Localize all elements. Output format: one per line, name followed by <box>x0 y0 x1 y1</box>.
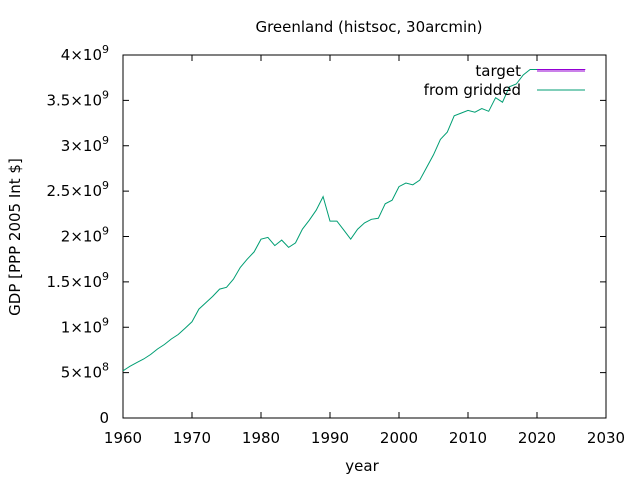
x-tick-label: 1970 <box>173 429 211 447</box>
x-tick: 1960 <box>104 55 142 447</box>
y-tick: 1.5×109 <box>46 270 606 291</box>
x-tick: 2010 <box>449 55 487 447</box>
y-tick-exponent: 9 <box>102 179 109 192</box>
x-tick: 1970 <box>173 55 211 447</box>
y-tick-exponent: 9 <box>102 134 109 147</box>
x-tick: 1980 <box>242 55 280 447</box>
y-tick-mantissa: 1×10 <box>61 318 102 336</box>
x-tick-label: 2000 <box>380 429 418 447</box>
y-tick-exponent: 9 <box>102 225 109 238</box>
x-tick-label: 2010 <box>449 429 487 447</box>
y-tick: 3×109 <box>61 134 606 155</box>
y-tick-label: 1×109 <box>61 315 109 336</box>
y-tick: 4×109 <box>61 43 606 64</box>
y-tick-label: 0 <box>99 409 109 427</box>
y-tick: 0 <box>99 409 606 427</box>
x-tick: 1990 <box>311 55 349 447</box>
legend-label: from gridded <box>424 81 521 99</box>
axis-ticks: 1960 1970 1980 1990 2000 2010 2020 2030 0 5×108 1×… <box>46 43 625 447</box>
y-tick-label: 2.5×109 <box>46 179 109 200</box>
x-tick-label: 1960 <box>104 429 142 447</box>
x-tick-label: 1990 <box>311 429 349 447</box>
plot-frame <box>122 54 607 419</box>
y-tick-mantissa: 3.5×10 <box>46 91 102 109</box>
y-tick-mantissa: 2.5×10 <box>46 182 102 200</box>
y-tick-exponent: 8 <box>102 361 109 374</box>
y-tick-label: 1.5×109 <box>46 270 109 291</box>
y-tick-label: 4×109 <box>61 43 109 64</box>
y-tick-mantissa: 3×10 <box>61 137 102 155</box>
y-tick: 2.5×109 <box>46 179 606 200</box>
series-line-from-gridded <box>122 69 537 372</box>
y-tick-mantissa: 2×10 <box>61 228 102 246</box>
y-tick-mantissa: 0 <box>99 409 109 427</box>
y-tick: 2×109 <box>61 225 606 246</box>
x-tick-label: 1980 <box>242 429 280 447</box>
y-tick-label: 5×108 <box>61 361 109 382</box>
y-tick-exponent: 9 <box>102 270 109 283</box>
series-layer <box>122 69 586 372</box>
y-tick: 3.5×109 <box>46 88 606 109</box>
y-tick-mantissa: 4×10 <box>61 46 102 64</box>
y-tick-exponent: 9 <box>102 315 109 328</box>
y-tick-label: 2×109 <box>61 225 109 246</box>
y-tick: 1×109 <box>61 315 606 336</box>
y-tick-mantissa: 1.5×10 <box>46 273 102 291</box>
y-tick-exponent: 9 <box>102 43 109 56</box>
x-tick: 2020 <box>518 55 556 447</box>
x-axis-label: year <box>345 457 379 475</box>
y-tick-label: 3×109 <box>61 134 109 155</box>
y-tick-mantissa: 5×10 <box>61 364 102 382</box>
x-tick-label: 2020 <box>518 429 556 447</box>
chart-title: Greenland (histsoc, 30arcmin) <box>255 18 482 36</box>
y-tick-exponent: 9 <box>102 88 109 101</box>
legend-label: target <box>475 62 521 80</box>
x-tick: 2030 <box>587 55 625 447</box>
legend-entry: from gridded <box>424 81 585 99</box>
y-tick: 5×108 <box>61 361 606 382</box>
x-tick: 2000 <box>380 55 418 447</box>
y-axis-label: GDP [PPP 2005 Int $] <box>6 158 24 316</box>
x-tick-label: 2030 <box>587 429 625 447</box>
legend-entry: target <box>475 62 585 80</box>
y-tick-label: 3.5×109 <box>46 88 109 109</box>
